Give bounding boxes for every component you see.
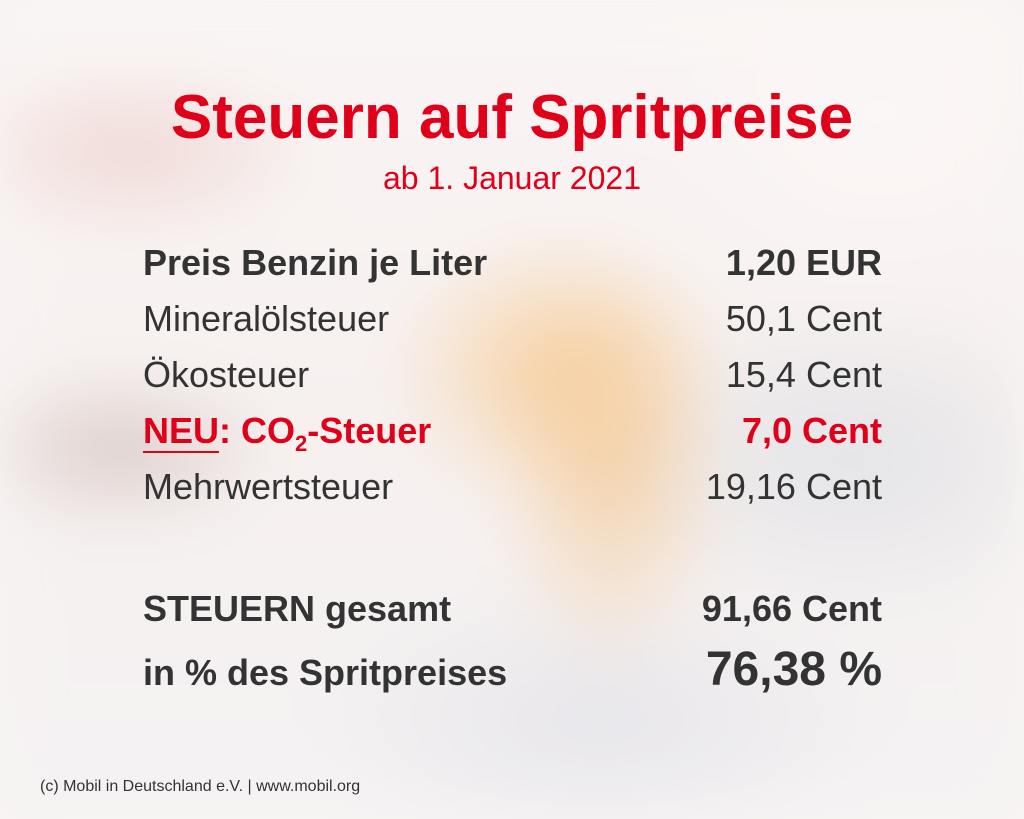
- total-value: 76,38 %: [705, 643, 882, 696]
- total-value: 91,66 Cent: [701, 588, 882, 629]
- row-value: 1,20 EUR: [725, 242, 882, 283]
- row-label: Ökosteuer: [143, 354, 310, 395]
- subtitle: ab 1. Januar 2021: [383, 160, 641, 196]
- label-part: 2: [295, 431, 308, 456]
- footer: (c) Mobil in Deutschland e.V. | www.mobi…: [40, 778, 361, 795]
- row-label: Preis Benzin je Liter: [143, 242, 488, 283]
- row-label: NEU: CO2-Steuer: [143, 410, 432, 455]
- label-part: : CO: [219, 410, 296, 451]
- row-label: Mehrwertsteuer: [143, 466, 394, 507]
- label-part: NEU: [143, 410, 220, 453]
- row-value: 50,1 Cent: [725, 298, 882, 339]
- row-value: 7,0 Cent: [741, 410, 882, 451]
- title: Steuern auf Spritpreise: [170, 83, 854, 152]
- row-value: 15,4 Cent: [725, 354, 882, 395]
- row-value: 19,16 Cent: [705, 466, 882, 507]
- row-label: Mineralölsteuer: [143, 298, 390, 339]
- total-label: STEUERN gesamt: [143, 588, 452, 629]
- total-label: in % des Spritpreises: [143, 652, 508, 693]
- label-part: -Steuer: [307, 410, 432, 451]
